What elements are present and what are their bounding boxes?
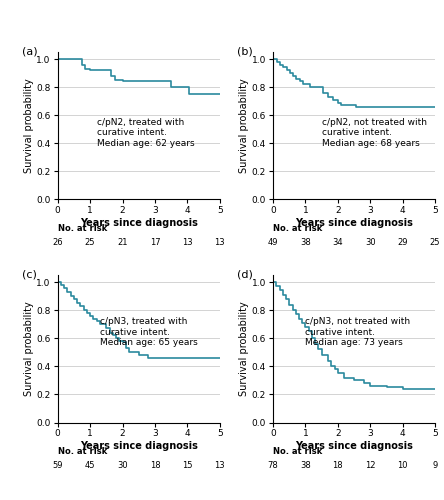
- Text: No. at risk: No. at risk: [273, 224, 322, 232]
- Text: (a): (a): [22, 46, 38, 56]
- Y-axis label: Survival probability: Survival probability: [24, 302, 34, 396]
- Text: 29: 29: [397, 238, 408, 247]
- Text: 26: 26: [52, 238, 63, 247]
- Text: 21: 21: [117, 238, 128, 247]
- Y-axis label: Survival probability: Survival probability: [239, 302, 249, 396]
- Text: No. at risk: No. at risk: [273, 446, 322, 456]
- Y-axis label: Survival probability: Survival probability: [24, 78, 34, 173]
- X-axis label: Years since diagnosis: Years since diagnosis: [80, 441, 198, 451]
- Text: 17: 17: [150, 238, 160, 247]
- Text: 10: 10: [397, 461, 408, 470]
- Text: 78: 78: [268, 461, 278, 470]
- Text: 13: 13: [182, 238, 193, 247]
- Text: 25: 25: [85, 238, 95, 247]
- Text: c/pN2, treated with
curative intent.
Median age: 62 years: c/pN2, treated with curative intent. Med…: [97, 118, 194, 148]
- X-axis label: Years since diagnosis: Years since diagnosis: [295, 441, 413, 451]
- Text: 13: 13: [214, 461, 225, 470]
- Text: c/pN3, not treated with
curative intent.
Median age: 73 years: c/pN3, not treated with curative intent.…: [305, 317, 411, 347]
- Text: 49: 49: [268, 238, 278, 247]
- Text: No. at risk: No. at risk: [58, 224, 107, 232]
- X-axis label: Years since diagnosis: Years since diagnosis: [80, 218, 198, 228]
- Text: (c): (c): [22, 269, 37, 279]
- Text: 45: 45: [85, 461, 95, 470]
- Text: 30: 30: [365, 238, 376, 247]
- Y-axis label: Survival probability: Survival probability: [239, 78, 249, 173]
- Text: 38: 38: [300, 461, 311, 470]
- Text: (b): (b): [238, 46, 253, 56]
- Text: 59: 59: [52, 461, 63, 470]
- Text: 18: 18: [150, 461, 160, 470]
- Text: 25: 25: [430, 238, 440, 247]
- Text: 34: 34: [333, 238, 343, 247]
- X-axis label: Years since diagnosis: Years since diagnosis: [295, 218, 413, 228]
- Text: No. at risk: No. at risk: [58, 446, 107, 456]
- Text: 15: 15: [182, 461, 193, 470]
- Text: 38: 38: [300, 238, 311, 247]
- Text: 12: 12: [365, 461, 376, 470]
- Text: c/pN3, treated with
curative intent.
Median age: 65 years: c/pN3, treated with curative intent. Med…: [100, 317, 198, 347]
- Text: 9: 9: [432, 461, 438, 470]
- Text: 13: 13: [214, 238, 225, 247]
- Text: 30: 30: [117, 461, 128, 470]
- Text: (d): (d): [238, 269, 253, 279]
- Text: 18: 18: [333, 461, 343, 470]
- Text: c/pN2, not treated with
curative intent.
Median age: 68 years: c/pN2, not treated with curative intent.…: [321, 118, 427, 148]
